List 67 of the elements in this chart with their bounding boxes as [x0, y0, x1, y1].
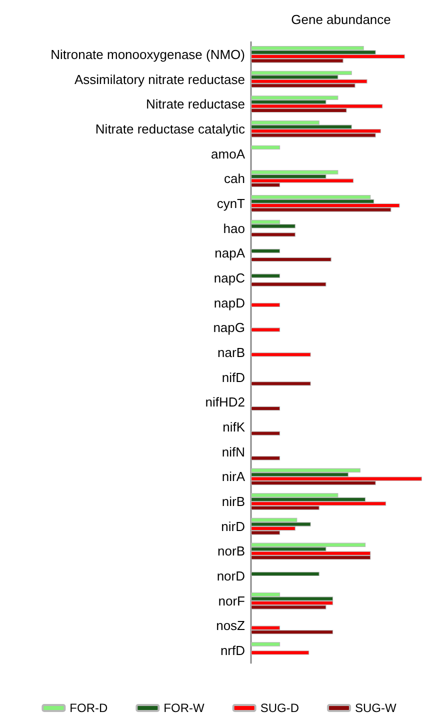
bar	[251, 431, 280, 436]
y-tick-label: norB	[218, 544, 245, 559]
bar	[251, 551, 371, 556]
y-tick-label: nifHD2	[205, 394, 245, 410]
y-tick-label: cynT	[216, 196, 246, 211]
bar	[251, 203, 400, 208]
bar	[251, 542, 366, 547]
legend-label: SUG-D	[260, 701, 300, 715]
y-tick-label: Nitrate reductase	[146, 96, 245, 112]
y-tick-label: napD	[214, 295, 245, 310]
bar	[251, 54, 405, 59]
bar	[251, 302, 280, 308]
bar	[251, 104, 383, 108]
y-tick-label: nrfD	[220, 643, 245, 658]
bar	[251, 248, 280, 254]
bar	[251, 96, 338, 100]
y-tick-label: nirB	[222, 494, 245, 510]
bar	[251, 170, 338, 174]
bar	[251, 282, 326, 286]
bar	[251, 178, 354, 183]
bar	[251, 232, 296, 237]
bar	[251, 555, 371, 560]
y-tick-label: amoA	[211, 146, 246, 162]
y-tick-label: nosZ	[216, 618, 246, 634]
y-tick-label: cah	[224, 171, 245, 186]
y-tick-label: norF	[218, 593, 246, 608]
x-axis-title: Gene abundance	[291, 12, 391, 27]
y-tick-label: nirD	[221, 518, 245, 534]
y-tick-label: napG	[213, 320, 245, 336]
bar	[251, 224, 296, 228]
bar	[251, 572, 320, 576]
bar	[251, 382, 311, 386]
bar	[251, 468, 360, 472]
bar	[251, 456, 280, 460]
bar	[251, 406, 280, 411]
bar	[251, 600, 334, 606]
bar	[251, 328, 280, 332]
bar	[251, 630, 334, 634]
y-tick-label: nifD	[222, 370, 245, 385]
y-tick-label: nifN	[222, 444, 245, 460]
bar	[251, 70, 352, 76]
y-tick-label: nifK	[222, 420, 246, 435]
legend-label: FOR-D	[70, 701, 108, 715]
bar	[251, 522, 311, 526]
bar	[251, 596, 334, 601]
y-tick-label: napA	[214, 246, 246, 261]
bar	[251, 274, 280, 278]
y-tick-label: norD	[216, 568, 245, 584]
y-tick-label: nirA	[222, 469, 246, 484]
y-tick-label: napC	[214, 270, 245, 286]
bar	[251, 352, 311, 357]
y-tick-label: narB	[218, 345, 245, 360]
bar	[251, 650, 310, 655]
bar	[251, 476, 422, 481]
bar	[251, 79, 368, 84]
legend-label: SUG-W	[354, 701, 397, 715]
bar	[251, 128, 381, 134]
bar	[251, 145, 280, 150]
bar	[251, 195, 371, 200]
bar	[251, 502, 386, 506]
bar	[251, 642, 280, 646]
y-tick-label: Nitrate reductase catalytic	[95, 121, 246, 136]
y-tick-label: hao	[223, 220, 245, 236]
bar	[251, 257, 332, 262]
legend-label: FOR-W	[164, 701, 205, 715]
y-tick-label: Assimilatory nitrate reductase	[74, 72, 245, 87]
y-tick-label: Nitronate monooxygenase (NMO)	[50, 46, 245, 62]
